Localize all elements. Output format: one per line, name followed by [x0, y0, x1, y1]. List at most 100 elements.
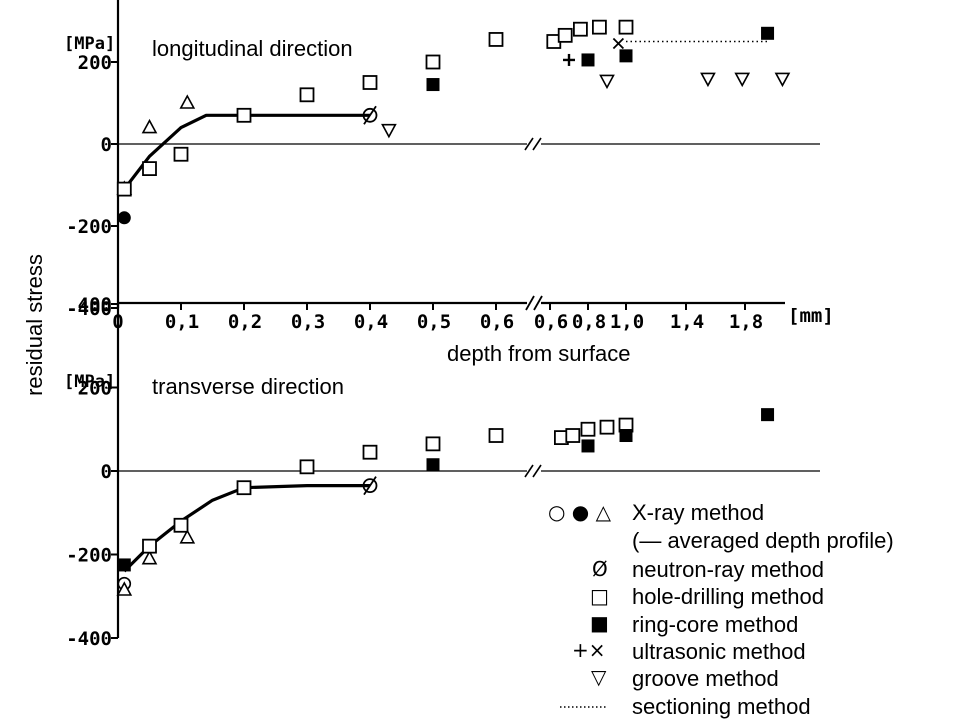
legend-label-ring-core: ring-core method	[632, 612, 798, 637]
axis-break-mark	[524, 464, 534, 478]
legend-symbols-ultrasonic: +×	[572, 638, 606, 662]
ring-core-point	[761, 408, 775, 422]
x-tick-label: 0,5	[417, 311, 451, 333]
xray-triangle-point	[141, 549, 158, 565]
hole-drilling-point	[618, 19, 634, 35]
x-axis-break-mark	[525, 295, 535, 311]
hole-drilling-point	[236, 480, 252, 496]
groove-point	[381, 123, 397, 139]
xray-triangle-point	[179, 529, 196, 544]
groove-point	[599, 74, 615, 90]
axis-break-mark	[532, 137, 542, 151]
legend-label-hole-drilling: hole-drilling method	[632, 584, 824, 609]
y-tick-label: 400	[78, 294, 112, 316]
hole-drilling-point	[142, 538, 157, 554]
x-tick-label: 1,4	[670, 311, 704, 333]
x-axis: 0 0,1 0,2 0,3 0,4 0,5 0,6 0,6 0,8 1,0 1,4 1,8	[112, 295, 785, 333]
hole-drilling-point	[488, 32, 504, 47]
hole-drilling-point	[425, 436, 441, 452]
x-tick-label: 0,8	[572, 311, 606, 333]
averaged-depth-profile-line	[123, 484, 370, 573]
axis-break-mark	[532, 464, 542, 478]
legend-symbol-hole-drilling: □	[590, 584, 609, 608]
x-tick-label: 0,6	[480, 311, 514, 333]
ultrasonic-cross-point	[612, 37, 625, 50]
legend-symbols-xray: ○ ● △	[548, 500, 612, 524]
hole-drilling-point	[592, 19, 607, 35]
legend-label-sectioning: sectioning method	[632, 694, 811, 719]
legend-symbol-groove: ▽	[591, 665, 607, 689]
top-panel-title: longitudinal direction	[152, 36, 353, 61]
groove-point	[700, 72, 716, 88]
axis-break-mark	[524, 137, 534, 151]
neutron-ray-point	[362, 107, 378, 123]
hole-drilling-point	[116, 181, 132, 197]
ring-core-point	[581, 439, 595, 453]
bottom-panel-title: transverse direction	[152, 374, 344, 399]
x-tick-label: 0	[112, 311, 123, 333]
bottom-panel: 400 200 0 -200 -400	[66, 294, 820, 650]
x-axis-unit: [mm]	[788, 305, 834, 327]
legend-label-ultrasonic: ultrasonic method	[632, 639, 806, 664]
hole-drilling-point	[173, 517, 189, 533]
hole-drilling-point	[362, 75, 378, 90]
averaged-depth-profile-line	[123, 113, 370, 191]
legend-symbol-neutron: Ø	[592, 557, 608, 581]
x-tick-label: 0,1	[165, 311, 199, 333]
neutron-ray-point	[362, 478, 378, 494]
legend-symbol-ring-core: ■	[590, 611, 609, 635]
hole-drilling-point	[557, 27, 573, 43]
ring-core-point	[619, 429, 633, 443]
x-tick-label: 1,0	[610, 311, 644, 333]
legend: ○ ● △ X-ray method (— averaged depth pro…	[548, 500, 894, 719]
y-tick-label: 0	[101, 134, 112, 156]
x-tick-label: 1,8	[729, 311, 763, 333]
x-tick-label: 0,6	[534, 311, 568, 333]
xray-triangle-point	[141, 118, 158, 134]
ring-core-point	[426, 458, 440, 472]
hole-drilling-point	[599, 419, 615, 435]
x-axis-title: depth from surface	[447, 341, 630, 366]
hole-drilling-point	[299, 87, 315, 103]
legend-label-groove: groove method	[632, 666, 779, 691]
hole-drilling-point	[173, 146, 189, 162]
hole-drilling-point	[362, 444, 378, 460]
hole-drilling-point	[299, 459, 315, 475]
y-tick-label: -400	[66, 298, 112, 320]
hole-drilling-point	[488, 428, 504, 443]
groove-point	[774, 72, 791, 88]
ring-core-point	[619, 49, 633, 63]
legend-label-averaged: (— averaged depth profile)	[632, 528, 894, 553]
neutron-ray-slash	[363, 476, 377, 496]
ring-core-point	[761, 26, 775, 40]
y-tick-label: -400	[66, 628, 112, 650]
legend-label-xray: X-ray method	[632, 500, 764, 525]
hole-drilling-point	[142, 161, 157, 177]
x-tick-label: 0,4	[354, 311, 388, 333]
hole-drilling-point	[580, 421, 596, 437]
neutron-ray-slash	[363, 105, 377, 125]
hole-drilling-point	[573, 21, 588, 37]
ring-core-point	[117, 558, 131, 572]
x-axis-break-mark	[533, 295, 543, 311]
ring-core-point	[426, 78, 440, 92]
top-y-unit: [MPa]	[64, 34, 115, 54]
legend-label-neutron: neutron-ray method	[632, 557, 824, 582]
xray-filled-circle-point	[117, 211, 131, 225]
hole-drilling-point	[425, 54, 441, 70]
y-tick-label: 0	[101, 461, 112, 483]
groove-point	[734, 72, 751, 88]
x-tick-label: 0,2	[228, 311, 262, 333]
x-tick-label: 0,3	[291, 311, 325, 333]
top-panel: 400 200 0 -200 -400	[66, 0, 820, 320]
xray-triangle-point	[116, 581, 133, 596]
y-axis-title: residual stress	[22, 254, 47, 396]
hole-drilling-point	[236, 107, 252, 123]
bottom-y-unit: [MPa]	[64, 372, 115, 392]
y-tick-label: 200	[78, 52, 112, 74]
ring-core-point	[581, 53, 595, 67]
y-tick-label: -200	[66, 216, 112, 238]
y-tick-label: 200	[78, 378, 112, 400]
y-tick-label: -200	[66, 545, 112, 567]
